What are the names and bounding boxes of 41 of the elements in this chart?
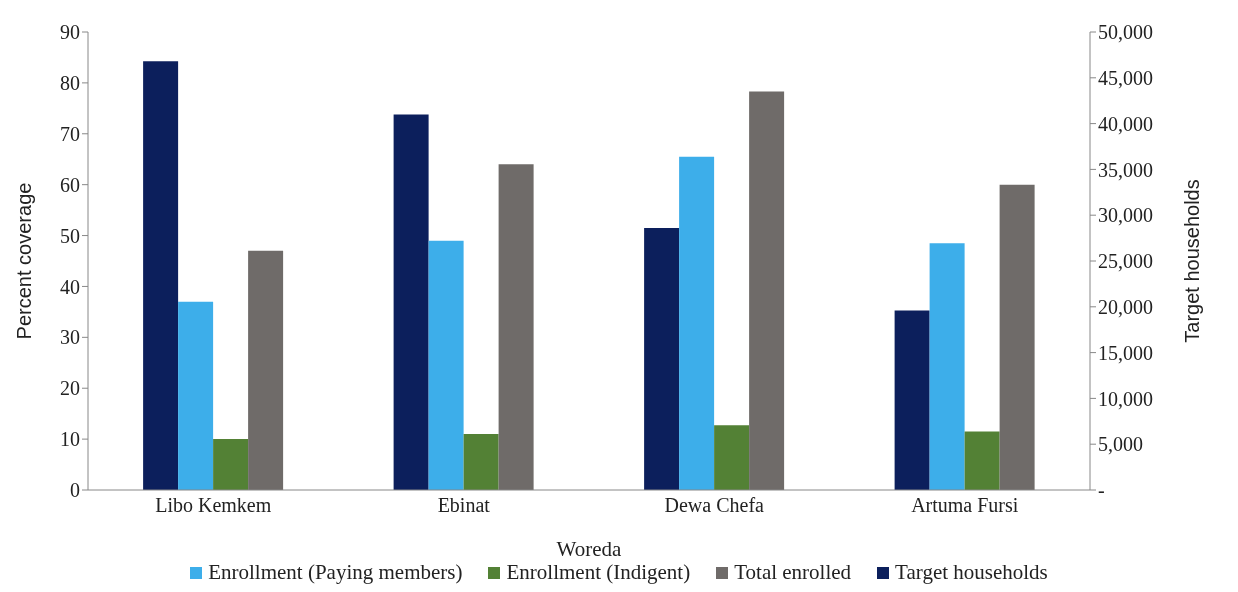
bar [143,61,179,490]
y2-tick-label: 50,000 [1098,21,1153,44]
y2-tick-label: 25,000 [1098,250,1153,273]
y2-tick-label: 5,000 [1098,433,1143,456]
legend-label: Total enrolled [734,560,852,585]
y-tick-label: 20 [60,377,80,400]
x-tick-label: Ebinat [437,494,491,517]
bar [498,164,534,490]
y2-tick-label: 35,000 [1098,158,1153,181]
y2-tick-label: 20,000 [1098,295,1153,318]
y-tick-label: 70 [60,122,80,145]
y2-tick-label: 45,000 [1098,66,1153,89]
y2-tick-label: - [1098,479,1105,502]
y2-tick-label: 30,000 [1098,204,1153,227]
y-tick-label: 60 [60,173,80,196]
bar [964,431,1000,490]
y2-axis-title: Target households [1181,179,1204,343]
y-axis-title: Percent coverage [13,182,36,340]
y2-tick-label: 40,000 [1098,112,1153,135]
y-tick-label: 80 [60,71,80,94]
x-tick-label: Artuma Fursi [911,494,1019,517]
bar [248,250,284,490]
x-tick-label: Libo Kemkem [155,494,272,517]
bar [714,425,750,490]
legend-label: Target households [895,560,1048,585]
legend-label: Enrollment (Paying members) [208,560,463,585]
y-tick-label: 10 [60,428,80,451]
bar [463,434,499,490]
y-tick-label: 0 [70,479,80,502]
y-tick-label: 50 [60,224,80,247]
y2-tick-label: 10,000 [1098,387,1153,410]
x-axis-title: Woreda [556,537,623,561]
bar [213,439,249,490]
y-tick-label: 30 [60,326,80,349]
y-tick-label: 90 [60,21,80,44]
x-tick-label: Dewa Chefa [664,494,765,517]
bar [999,184,1035,490]
bar [749,91,785,490]
legend-label: Enrollment (Indigent) [506,560,691,585]
y-tick-label: 40 [60,275,80,298]
y2-tick-label: 15,000 [1098,341,1153,364]
